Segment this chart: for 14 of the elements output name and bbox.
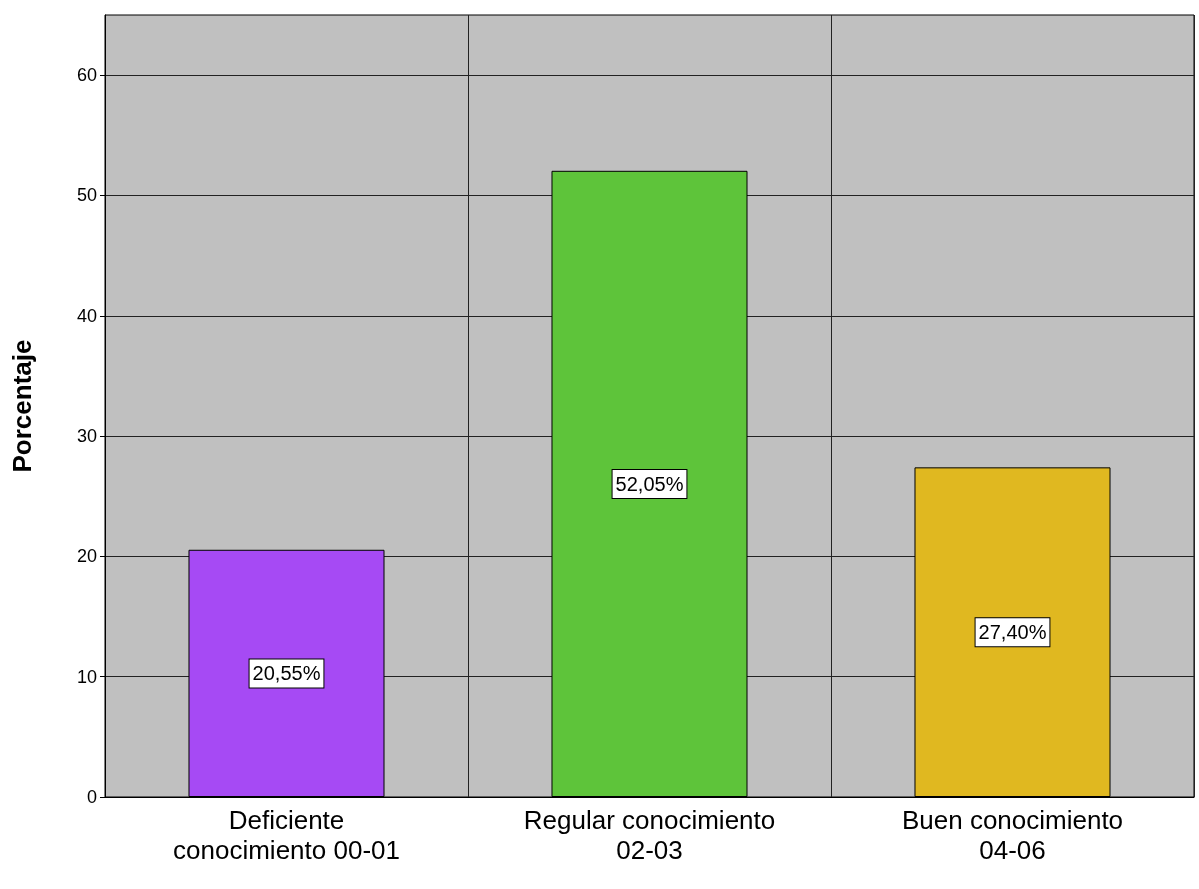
y-tick-label: 40 [76, 305, 97, 326]
data-label: 52,05% [615, 472, 684, 495]
y-tick-label: 30 [76, 426, 97, 447]
y-tick-label: 10 [76, 666, 97, 687]
y-tick-label: 50 [76, 185, 97, 206]
x-tick-label: Regular conocimiento 02-03 [523, 805, 776, 865]
data-label: 27,40% [978, 621, 1047, 644]
y-tick-label: 60 [76, 65, 97, 86]
data-label: 20,55% [252, 662, 321, 685]
y-axis-title: Porcentaje [7, 339, 37, 473]
y-tick-label: 0 [86, 787, 97, 807]
x-tick-label: Buen conocimiento 04-06 [901, 805, 1124, 865]
x-tick-label: Deficiente conocimiento 00-01 [173, 805, 400, 865]
y-tick-label: 20 [76, 546, 97, 567]
